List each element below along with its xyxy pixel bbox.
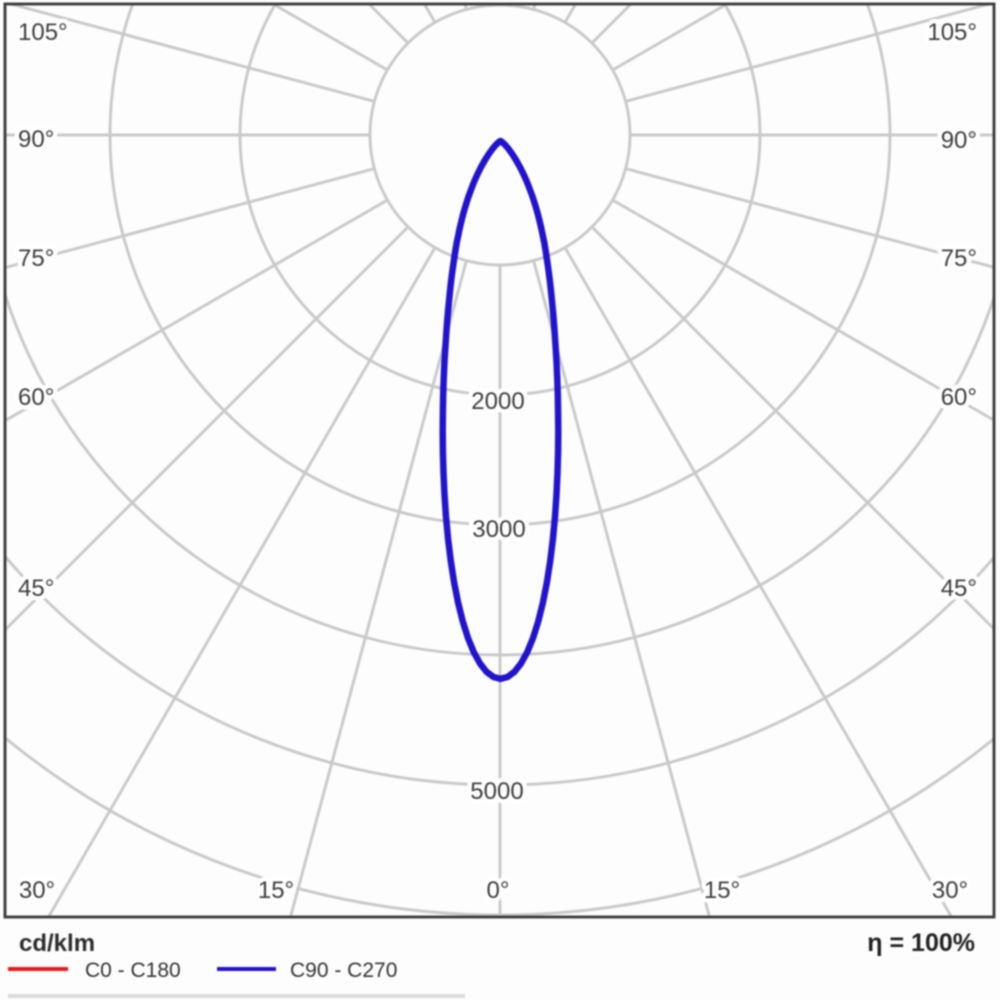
svg-text:45°: 45° <box>941 575 977 602</box>
svg-text:3000: 3000 <box>472 516 525 543</box>
svg-text:0°: 0° <box>487 877 510 904</box>
svg-text:30°: 30° <box>19 877 55 904</box>
svg-text:90°: 90° <box>941 127 977 154</box>
svg-text:C90 - C270: C90 - C270 <box>290 959 397 982</box>
svg-text:45°: 45° <box>18 575 54 602</box>
svg-text:2000: 2000 <box>471 388 524 415</box>
svg-text:η = 100%: η = 100% <box>867 929 975 957</box>
svg-text:C0 - C180: C0 - C180 <box>85 959 181 982</box>
svg-text:15°: 15° <box>258 877 294 904</box>
svg-text:30°: 30° <box>932 877 968 904</box>
svg-text:5000: 5000 <box>470 778 523 805</box>
svg-text:105°: 105° <box>18 19 68 46</box>
svg-text:105°: 105° <box>927 19 977 46</box>
svg-text:cd/klm: cd/klm <box>19 930 95 957</box>
svg-text:75°: 75° <box>941 245 977 272</box>
svg-text:75°: 75° <box>18 245 54 272</box>
svg-text:90°: 90° <box>18 126 54 153</box>
svg-text:60°: 60° <box>18 384 54 411</box>
svg-text:60°: 60° <box>941 384 977 411</box>
svg-text:15°: 15° <box>704 877 740 904</box>
